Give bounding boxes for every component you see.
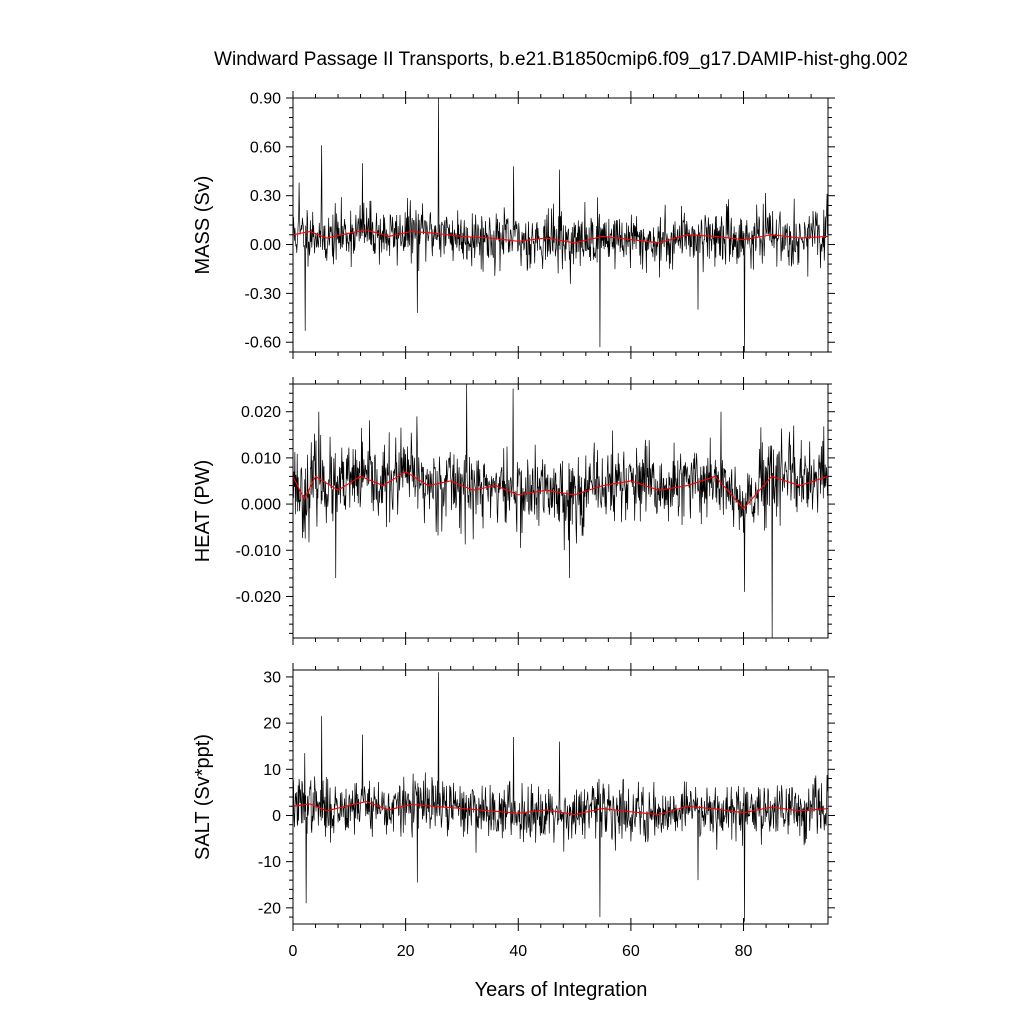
x-tick-label: 0 xyxy=(289,943,298,960)
panel-1: -0.60 -0.30 0.00 0.30 0.60 0.90 MASS (Sv) xyxy=(192,91,835,359)
y-tick-label: -0.60 xyxy=(245,335,282,352)
figure-title: Windward Passage II Transports, b.e21.B1… xyxy=(214,49,908,70)
smoothed-series-line xyxy=(293,801,828,816)
y-axis-label: SALT (Sv*ppt) xyxy=(192,734,214,860)
smoothed-series-line xyxy=(293,229,828,244)
y-tick-label: -0.020 xyxy=(236,589,281,606)
x-tick-label: 40 xyxy=(509,943,527,960)
monthly-series-line xyxy=(293,384,828,638)
x-tick-label: 60 xyxy=(622,943,640,960)
panel-3: -20 -10 0 10 20 30 0 20 40 60 80 SALT (Sv*ppt) xyxy=(192,663,835,960)
y-tick-label: 0.30 xyxy=(250,188,281,205)
panel-2: -0.020 -0.010 0.000 0.010 0.020 HEAT (PW) xyxy=(192,377,835,645)
panel-group: -0.60 -0.30 0.00 0.30 0.60 0.90 MASS (Sv) -0.02… xyxy=(192,91,835,960)
y-tick-label: -0.010 xyxy=(236,543,281,560)
y-axis-label: HEAT (PW) xyxy=(192,460,214,563)
x-axis-label: Years of Integration xyxy=(475,979,648,1001)
y-tick-label: -0.30 xyxy=(245,286,282,303)
y-tick-label: 0.00 xyxy=(250,237,281,254)
y-tick-label: 0.000 xyxy=(241,497,281,514)
x-tick-label: 20 xyxy=(397,943,415,960)
y-tick-label: 0.020 xyxy=(241,404,281,421)
y-tick-label: -10 xyxy=(258,854,281,871)
y-tick-label: 0.010 xyxy=(241,450,281,467)
panel-frame xyxy=(292,383,829,639)
monthly-series-line xyxy=(293,672,828,922)
x-tick-label: 80 xyxy=(735,943,753,960)
y-tick-label: 0.90 xyxy=(250,91,281,108)
y-tick-label: 20 xyxy=(263,716,281,733)
y-tick-label: 0.60 xyxy=(250,139,281,156)
y-axis-label: MASS (Sv) xyxy=(192,176,214,275)
y-tick-label: 10 xyxy=(263,762,281,779)
y-tick-label: -20 xyxy=(258,900,281,917)
monthly-series-line xyxy=(293,98,828,352)
smoothed-series-line xyxy=(293,471,828,510)
y-tick-label: 30 xyxy=(263,669,281,686)
y-tick-label: 0 xyxy=(272,808,281,825)
